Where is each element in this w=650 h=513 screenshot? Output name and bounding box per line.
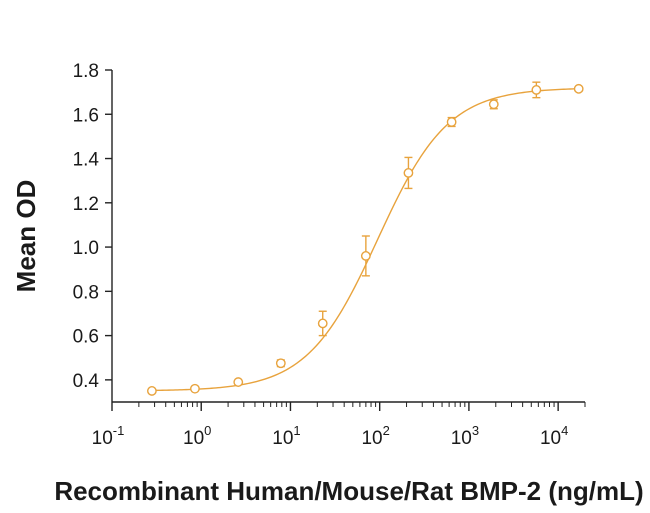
- x-tick-base: 10: [540, 428, 561, 449]
- x-tick-label: 102: [361, 423, 389, 449]
- data-point: [488, 99, 499, 110]
- y-tick-label: 1.0: [73, 238, 99, 259]
- y-tick-label: 0.6: [73, 327, 99, 348]
- x-tick-exponent: 3: [472, 423, 479, 438]
- data-point: [317, 318, 328, 329]
- y-axis-title: Mean OD: [11, 180, 41, 293]
- x-tick-exponent: 0: [204, 423, 211, 438]
- y-tick-label: 1.6: [73, 105, 99, 126]
- data-point: [190, 383, 200, 394]
- data-point: [146, 386, 157, 396]
- x-tick-base: 10: [183, 428, 204, 449]
- y-axis: 0.4 0.6 0.8 1.0 1.2 1.4 1.6 1.8: [73, 61, 113, 402]
- x-tick-label: 10-1: [92, 423, 125, 449]
- y-tick-label: 1.8: [73, 61, 99, 82]
- data-point: [233, 377, 244, 387]
- x-tick-base: 10: [361, 428, 382, 449]
- data-point: [573, 83, 584, 94]
- x-tick-exponent: 1: [293, 423, 300, 438]
- y-tick-label: 0.4: [73, 371, 100, 392]
- x-tick-base: 10: [92, 428, 113, 449]
- data-points-layer: [146, 81, 584, 396]
- data-point: [275, 358, 286, 369]
- data-point: [360, 251, 371, 261]
- data-point: [403, 168, 414, 178]
- y-tick-label: 1.2: [73, 194, 99, 215]
- x-tick-label: 103: [451, 423, 479, 449]
- x-tick-label: 101: [272, 423, 300, 449]
- x-tick-label: 100: [183, 423, 211, 449]
- x-tick-exponent: 4: [561, 423, 568, 438]
- data-point: [446, 117, 457, 127]
- x-tick-exponent: 2: [383, 423, 390, 438]
- x-tick-exponent: -1: [113, 423, 125, 438]
- x-axis-title: Recombinant Human/Mouse/Rat BMP-2 (ng/mL…: [54, 476, 643, 506]
- x-axis: 10-1 100 101 102 103 104: [92, 401, 586, 449]
- y-tick-label: 0.8: [73, 282, 99, 303]
- x-tick-base: 10: [272, 428, 293, 449]
- data-point: [531, 85, 542, 95]
- y-tick-label: 1.4: [73, 150, 100, 171]
- x-tick-base: 10: [451, 428, 472, 449]
- x-tick-label: 104: [540, 423, 568, 449]
